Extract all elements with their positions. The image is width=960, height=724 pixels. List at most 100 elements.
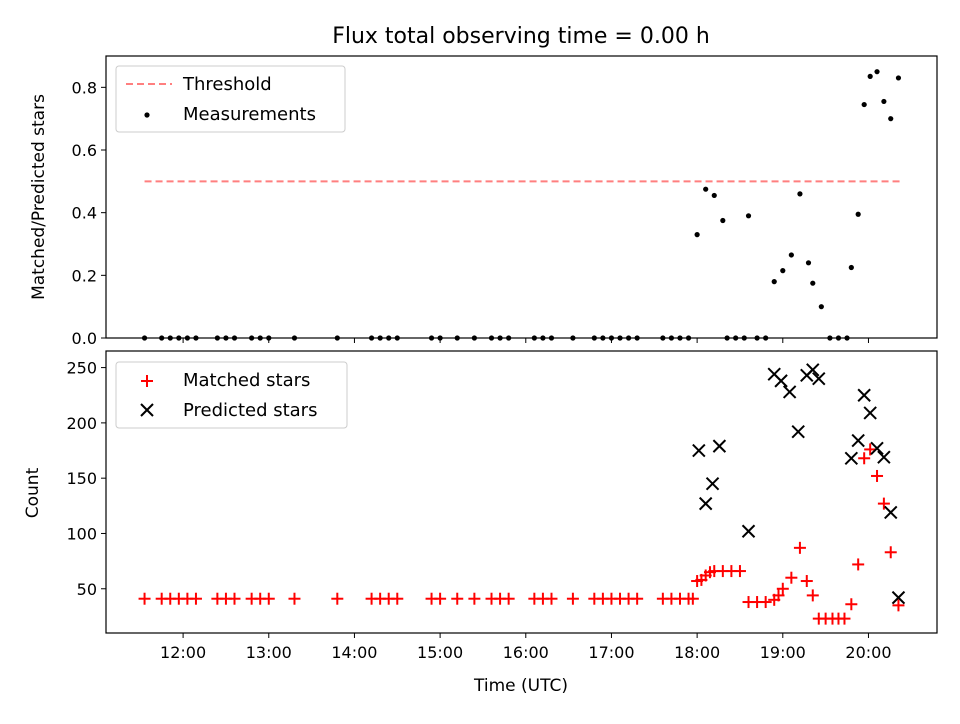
data-point [806,363,820,377]
data-point [548,335,555,341]
count-x-axis: 12:00 13:00 14:00 15:00 16:00 17:00 18:00 19:00… [160,633,892,662]
data-point [855,211,861,217]
data-point [600,335,606,341]
data-point [434,592,447,605]
data-point [506,335,512,341]
data-point [884,546,897,559]
data-point [685,335,692,341]
data-point [288,592,301,605]
data-point [877,497,890,510]
y-tick-label: 50 [77,580,97,599]
y-tick-label: 0.6 [72,141,97,160]
data-point [257,335,263,341]
data-point [867,73,873,79]
count-panel-frame [105,350,938,634]
data-point [566,592,579,605]
data-point [720,217,726,224]
data-point [193,335,199,341]
data-point [176,335,182,341]
y-tick-label: 100 [66,524,97,543]
data-point [812,371,826,386]
data-point [712,439,727,453]
data-point [852,558,865,571]
x-axis-label: Time (UTC) [473,676,568,696]
data-point [368,335,375,341]
data-point [634,335,640,341]
data-point [703,186,709,192]
data-point [797,191,803,197]
count-series [138,363,906,625]
data-point [591,335,597,341]
series-measurements [141,69,902,341]
data-point [686,592,699,605]
data-point [848,264,854,271]
data-point [884,505,898,520]
data-point [785,571,798,584]
series-matched-stars [138,443,905,625]
data-point [805,260,812,266]
data-point [888,116,894,122]
data-point [223,335,229,341]
y-tick-label: 0.8 [72,78,97,97]
count-legend-box [115,361,348,429]
data-point [851,433,865,448]
data-point [858,452,871,465]
data-point [818,304,824,310]
count-y-axis-label: Count [23,467,43,518]
data-point [741,524,756,538]
count-legend: Matched stars Predicted stars [115,361,348,429]
x-tick-label: 16:00 [503,643,549,662]
data-point [451,592,464,605]
data-point [617,335,623,341]
ratio-y-axis-label: Matched/Predicted stars [29,94,49,300]
data-point [228,592,241,605]
series-predicted-stars [692,363,906,605]
data-point [800,575,813,588]
data-point [895,75,902,81]
count-y-axis: 50 100 150 200 250 [66,359,106,599]
y-tick-label: 150 [66,469,97,488]
ratio-y-axis: 0.0 0.2 0.4 0.6 0.8 [72,78,106,348]
data-point [214,335,220,341]
legend-measurements-label: Measurements [183,104,316,125]
x-tick-label: 12:00 [160,643,206,662]
legend-predicted-label: Predicted stars [183,400,317,421]
ratio-panel-frame [105,55,938,339]
legend-matched-label: Matched stars [183,370,310,391]
data-point [763,335,769,341]
data-point [454,335,460,341]
data-point [694,232,700,238]
count-panel: 50 100 150 200 250 12:00 13:00 14:00 15:00 16:00… [23,350,938,696]
data-point [788,252,794,258]
data-point [780,268,786,274]
data-point [771,279,777,285]
y-tick-label: 200 [66,414,97,433]
data-point [540,335,546,341]
data-point [391,592,404,605]
data-point [857,388,871,402]
data-point [231,335,238,341]
data-point [377,335,383,341]
data-point [844,335,850,341]
data-point [331,592,344,605]
data-point [845,598,858,611]
ratio-legend-box [115,65,346,133]
legend-predicted-swatch [140,403,154,417]
data-point [870,441,884,456]
data-point [733,335,739,341]
x-tick-label: 20:00 [845,643,891,662]
data-point [189,592,202,605]
data-point [660,335,666,341]
y-tick-label: 0.0 [72,329,97,348]
x-tick-label: 15:00 [417,643,463,662]
data-point [791,425,805,439]
data-point [262,592,275,605]
data-point [874,69,880,75]
data-point [745,213,752,219]
data-point [871,469,884,482]
data-point [249,335,255,341]
data-point [677,335,683,341]
data-point [334,335,340,341]
data-point [754,335,760,341]
data-point [698,496,713,511]
